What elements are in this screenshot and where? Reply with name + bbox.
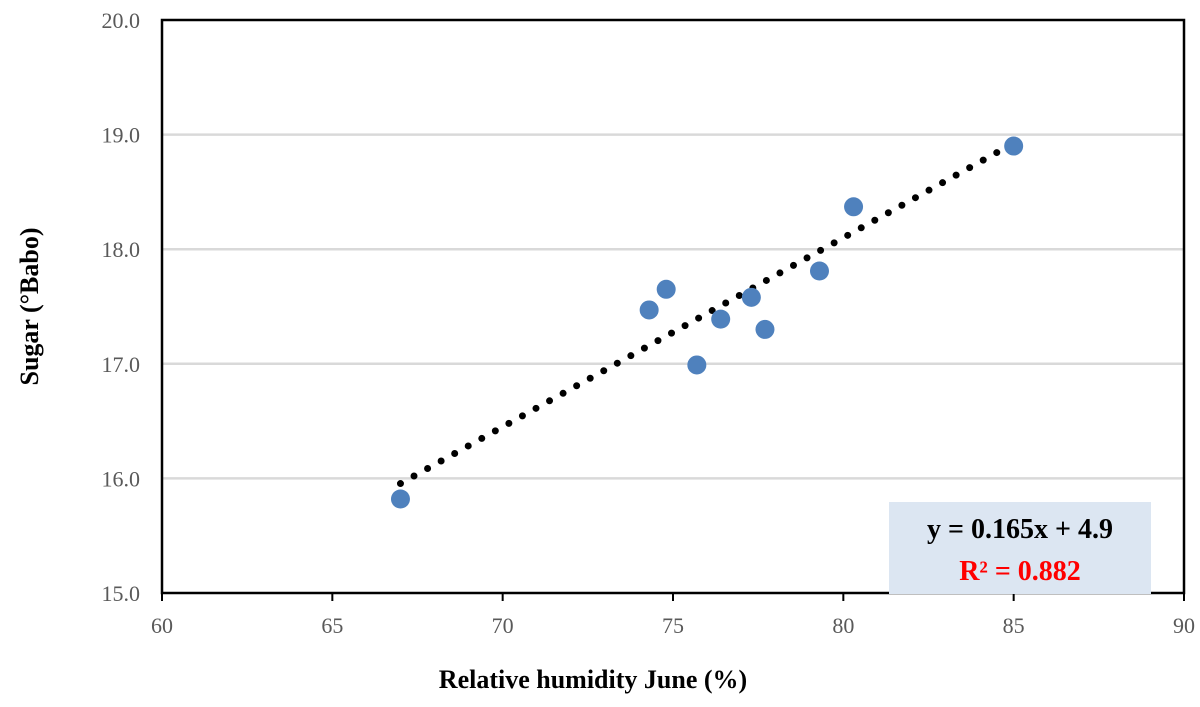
y-axis-title: Sugar (°Babo) — [15, 227, 44, 385]
data-point — [1004, 136, 1024, 156]
trendline-r-squared: R² = 0.882 — [959, 556, 1081, 587]
y-tick-label: 15.0 — [102, 581, 141, 606]
data-point — [711, 309, 731, 329]
data-point — [809, 261, 829, 281]
y-tick-label: 19.0 — [102, 123, 141, 148]
x-tick-label: 80 — [832, 613, 854, 638]
data-point — [741, 287, 761, 307]
x-tick-label: 75 — [662, 613, 684, 638]
data-point — [687, 355, 707, 375]
data-point — [844, 197, 864, 217]
y-tick-label: 18.0 — [102, 237, 141, 262]
trendline — [396, 139, 1018, 488]
data-point — [639, 300, 659, 320]
x-tick-label: 60 — [151, 613, 173, 638]
x-axis-title: Relative humidity June (%) — [439, 665, 747, 694]
trendline-label-box: y = 0.165x + 4.9 R² = 0.882 — [889, 502, 1151, 594]
x-tick-labels: 60 65 70 75 80 85 90 — [151, 593, 1195, 638]
x-tick-label: 90 — [1173, 613, 1195, 638]
trendline-equation: y = 0.165x + 4.9 — [927, 514, 1113, 545]
y-tick-label: 16.0 — [102, 466, 141, 491]
data-point — [390, 489, 410, 509]
y-tick-labels: 15.0 16.0 17.0 18.0 19.0 20.0 — [102, 8, 141, 606]
trendline-label-background — [889, 502, 1151, 594]
data-point — [656, 279, 676, 299]
x-tick-label: 70 — [492, 613, 514, 638]
gridlines — [162, 133, 1184, 480]
x-tick-label: 85 — [1003, 613, 1025, 638]
data-point — [755, 319, 775, 339]
plot-area-border — [160, 18, 1186, 595]
data-points — [390, 136, 1024, 509]
y-tick-label: 20.0 — [102, 8, 141, 33]
y-tick-label: 17.0 — [102, 352, 141, 377]
trendline-path — [396, 139, 1018, 488]
x-tick-label: 65 — [321, 613, 343, 638]
